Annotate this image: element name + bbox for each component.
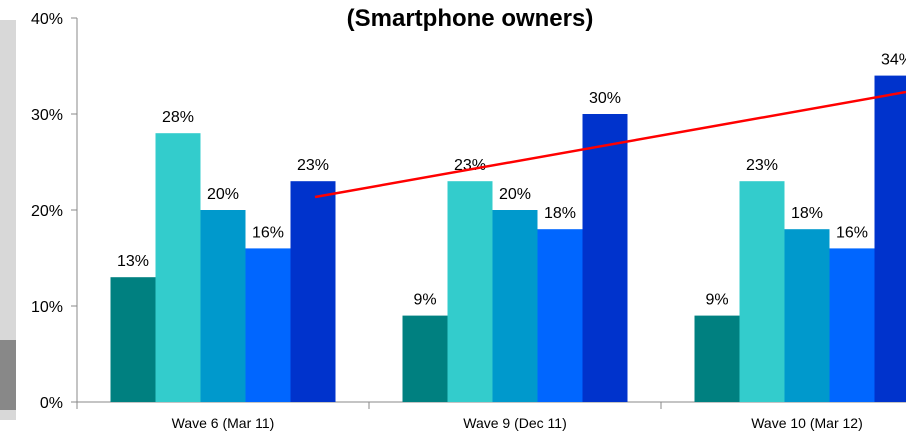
bar bbox=[874, 75, 906, 402]
bar bbox=[155, 133, 201, 402]
bar bbox=[829, 248, 875, 402]
value-label: 9% bbox=[705, 292, 728, 309]
x-tick-label: Wave 10 (Mar 12) bbox=[751, 415, 863, 431]
value-label: 23% bbox=[746, 157, 778, 174]
y-tick-label: 30% bbox=[31, 107, 63, 124]
y-tick-label: 10% bbox=[31, 299, 63, 316]
bar bbox=[402, 315, 448, 402]
bar bbox=[784, 229, 830, 402]
value-label: 34% bbox=[881, 52, 906, 69]
value-label: 16% bbox=[836, 224, 868, 241]
bar bbox=[537, 229, 583, 402]
value-label: 18% bbox=[544, 205, 576, 222]
side-decoration bbox=[0, 20, 16, 420]
y-tick-label: 0% bbox=[40, 395, 63, 412]
side-decoration bbox=[0, 340, 16, 410]
value-label: 23% bbox=[297, 157, 329, 174]
bar bbox=[110, 277, 156, 402]
value-label: 18% bbox=[791, 205, 823, 222]
trend-line bbox=[314, 90, 906, 199]
x-tick-label: Wave 6 (Mar 11) bbox=[172, 415, 275, 431]
plot: 13%28%20%16%23%9%23%20%18%30%9%23%18%16%… bbox=[110, 52, 906, 402]
bar bbox=[694, 315, 740, 402]
bar bbox=[447, 181, 493, 402]
bar bbox=[290, 181, 336, 402]
value-label: 30% bbox=[589, 90, 621, 107]
y-tick-label: 20% bbox=[31, 203, 63, 220]
value-label: 9% bbox=[413, 292, 436, 309]
bar bbox=[245, 248, 291, 402]
value-label: 20% bbox=[207, 186, 239, 203]
value-label: 13% bbox=[117, 253, 149, 270]
x-tick-label: Wave 9 (Dec 11) bbox=[463, 415, 566, 431]
value-label: 20% bbox=[499, 186, 531, 203]
bar bbox=[200, 210, 246, 402]
value-label: 16% bbox=[252, 224, 284, 241]
y-tick-label: 40% bbox=[31, 11, 63, 28]
value-label: 28% bbox=[162, 109, 194, 126]
bar bbox=[739, 181, 785, 402]
chart-title: (Smartphone owners) bbox=[347, 5, 594, 32]
bar bbox=[582, 114, 628, 402]
bar bbox=[492, 210, 538, 402]
